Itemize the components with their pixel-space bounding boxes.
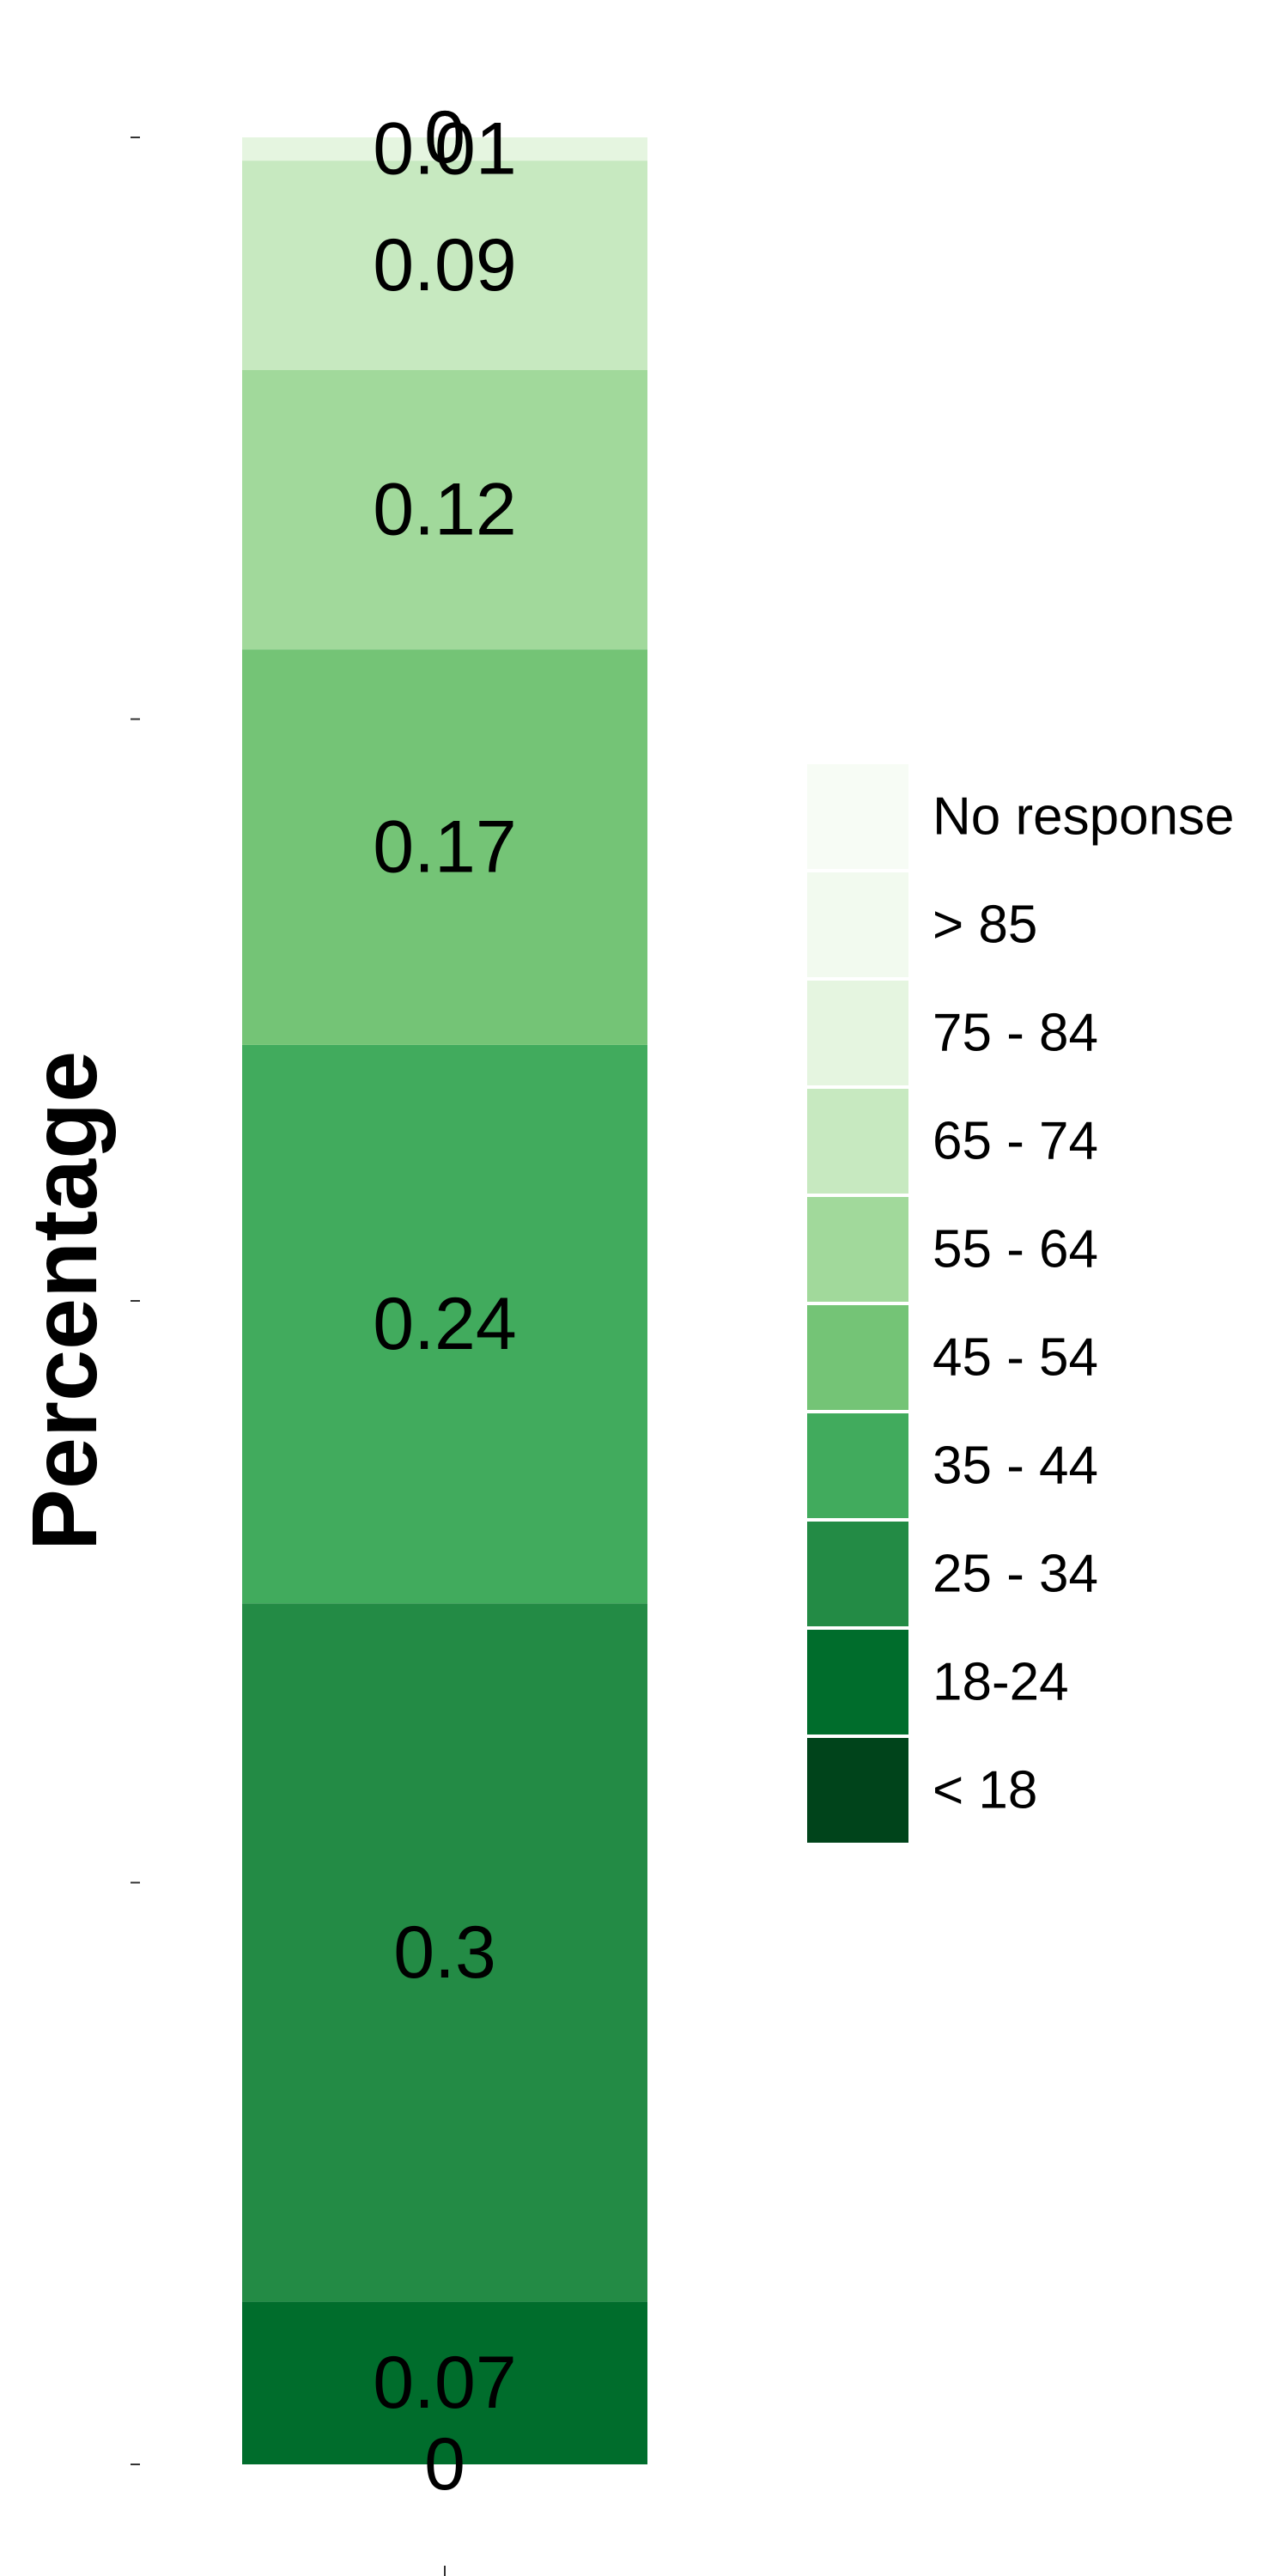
bar-segment [242, 1044, 647, 1604]
legend-key [807, 1738, 908, 1843]
legend-key [807, 1197, 908, 1302]
segment-value-label: 0 [424, 96, 465, 179]
legend-key [807, 1630, 908, 1735]
segment-value-label: 0.07 [373, 2342, 516, 2424]
legend-label: 65 - 74 [933, 1112, 1098, 1171]
legend-key [807, 981, 908, 1085]
segment-value-label: 0.09 [373, 224, 516, 307]
y-axis-ticks [131, 137, 140, 2465]
bar-segment [242, 370, 647, 650]
y-axis-title: Percentage [12, 1051, 116, 1551]
legend: No response > 85 75 - 84 65 - 74 55 - 64 45 -… [807, 764, 1235, 1843]
legend-key [807, 1089, 908, 1194]
legend-label: > 85 [933, 896, 1037, 955]
legend-label: < 18 [933, 1761, 1037, 1820]
legend-key [807, 1305, 908, 1410]
legend-label: No response [933, 787, 1235, 847]
bar-segment [242, 137, 647, 161]
legend-label: 18-24 [933, 1653, 1069, 1712]
bar-segment [242, 1603, 647, 2302]
legend-label: 25 - 34 [933, 1545, 1098, 1604]
legend-key [807, 872, 908, 977]
bar-segment [242, 161, 647, 370]
legend-label: 55 - 64 [933, 1220, 1098, 1279]
bar-segment [242, 649, 647, 1045]
legend-key [807, 1413, 908, 1518]
legend-label: 35 - 44 [933, 1437, 1098, 1496]
segment-value-label: 0.12 [373, 469, 516, 551]
segment-value-label: 0 [424, 96, 465, 179]
segment-value-label: 0.17 [373, 806, 516, 889]
legend-label: 75 - 84 [933, 1004, 1098, 1063]
legend-key [807, 764, 908, 869]
segment-value-label: 0.3 [393, 1911, 496, 1994]
segment-value-label: 0 [424, 2423, 465, 2506]
bar-segment [242, 2301, 647, 2464]
bar-segments [242, 137, 647, 2464]
segment-value-label: 0.24 [373, 1283, 516, 1365]
segment-value-label: 0.01 [373, 108, 516, 191]
legend-key [807, 1522, 908, 1626]
legend-label: 45 - 54 [933, 1328, 1098, 1388]
